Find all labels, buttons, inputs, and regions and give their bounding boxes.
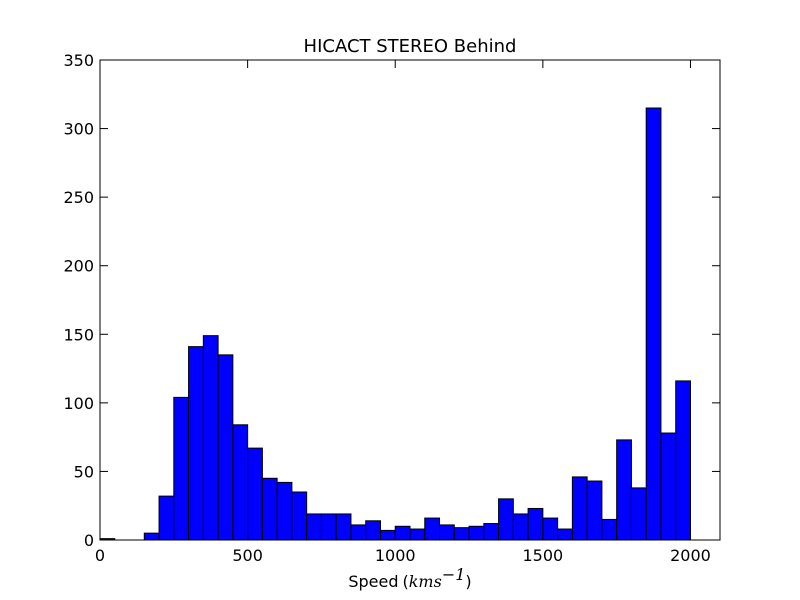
histogram-bar <box>188 346 204 541</box>
bars-group <box>99 107 691 541</box>
x-tick-label: 1000 <box>375 546 416 565</box>
histogram-bar <box>483 523 500 541</box>
histogram-bar <box>217 354 234 541</box>
x-axis-ticks: 0 500 1000 1500 2000 <box>95 60 711 565</box>
x-axis-label: Speed (kms−1) <box>348 565 471 591</box>
histogram-bar <box>291 491 308 541</box>
y-tick-label: 300 <box>63 120 94 139</box>
x-tick-label: 2000 <box>670 546 711 565</box>
y-tick-label: 0 <box>84 531 94 550</box>
histogram-bar <box>379 529 396 541</box>
chart-title: HICACT STEREO Behind <box>304 36 517 57</box>
histogram-bar <box>143 532 160 541</box>
histogram-bar <box>453 527 470 541</box>
histogram-bar <box>586 480 603 541</box>
histogram-bar <box>173 396 190 541</box>
histogram-bar <box>512 513 529 541</box>
y-axis-ticks: 0 50 100 150 200 250 300 350 <box>63 51 720 550</box>
y-tick-label: 50 <box>74 462 94 481</box>
histogram-bar <box>306 513 322 541</box>
histogram-bar <box>320 513 337 541</box>
histogram-bar <box>350 524 367 541</box>
y-tick-label: 150 <box>63 325 94 344</box>
histogram-bar <box>232 424 249 541</box>
histogram-bar <box>409 528 426 541</box>
y-tick-label: 100 <box>63 394 94 413</box>
x-tick-label: 500 <box>232 546 263 565</box>
histogram-bar <box>424 517 441 541</box>
histogram-bar <box>439 524 455 541</box>
histogram-bar <box>498 498 514 541</box>
y-tick-label: 250 <box>63 188 94 207</box>
histogram-bar <box>675 380 691 541</box>
histogram-bar <box>276 481 293 541</box>
histogram-bar <box>571 476 588 541</box>
y-tick-label: 350 <box>63 51 94 70</box>
x-tick-label: 1500 <box>522 546 563 565</box>
histogram-bar <box>616 439 632 541</box>
histogram-bar <box>527 507 544 541</box>
x-axis-unit-exponent: −1 <box>442 565 466 584</box>
histogram-bar <box>247 447 263 541</box>
histogram-bar <box>261 477 278 541</box>
histogram-bar <box>468 525 485 541</box>
plot-frame <box>99 59 721 541</box>
histogram-bar <box>601 518 618 541</box>
histogram-bar <box>394 525 411 541</box>
histogram-bar <box>660 432 677 541</box>
histogram-bar <box>557 528 573 541</box>
histogram-bar <box>542 517 559 541</box>
histogram-bar <box>645 107 662 541</box>
histogram-bar <box>365 520 381 541</box>
y-tick-label: 200 <box>63 257 94 276</box>
x-tick-label: 0 <box>95 546 105 565</box>
histogram-bar <box>158 495 175 541</box>
histogram-bar <box>202 335 219 541</box>
x-axis-label-text: Speed <box>348 572 398 591</box>
histogram-bar <box>335 513 352 541</box>
x-axis-unit: kms <box>409 572 442 591</box>
histogram-bar <box>630 487 647 541</box>
